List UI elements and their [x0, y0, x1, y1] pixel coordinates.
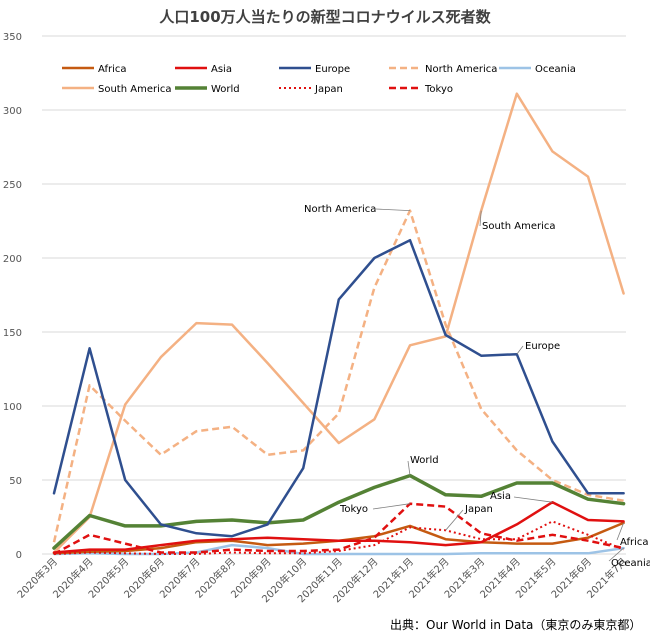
series-layer	[52, 92, 626, 556]
grid-layer	[42, 35, 626, 555]
series-line-south-america	[52, 92, 625, 554]
annotation-leader	[372, 503, 411, 510]
annotation-leader	[407, 460, 411, 476]
annotation-label: Oceania	[611, 558, 650, 569]
annotation-leader	[445, 509, 464, 531]
legend-label: World	[211, 84, 240, 95]
y-tick-label: 350	[3, 32, 22, 43]
series-line-tokyo	[53, 502, 624, 556]
annotation-label: South America	[482, 221, 556, 232]
legend-label: Tokyo	[424, 84, 453, 95]
y-tick-label: 250	[3, 180, 22, 191]
series-line-north-america	[52, 209, 624, 543]
y-tick-label: 0	[16, 550, 22, 561]
legend-label: Europe	[315, 64, 350, 75]
legend-label: North America	[425, 64, 497, 75]
y-tick-label: 50	[9, 476, 22, 487]
annotation-leader	[479, 210, 482, 227]
chart-source: 出典：Our World in Data（東京のみ東京都）	[390, 618, 642, 632]
legend-label: Asia	[211, 64, 232, 75]
series-line-oceania	[52, 543, 625, 556]
legend: Africa Asia Europe North America Oceania Sout…	[62, 64, 576, 95]
legend-label: Africa	[98, 64, 127, 75]
annotation-label: North America	[304, 204, 376, 215]
series-line-asia	[52, 500, 625, 554]
annotation-label: Europe	[525, 341, 560, 352]
legend-label: Oceania	[535, 64, 576, 75]
y-tick-label: 200	[3, 254, 22, 265]
annotation-label: Africa	[620, 537, 649, 548]
legend-label: Japan	[314, 84, 343, 95]
annotation-leader	[513, 496, 553, 503]
annotation-label: World	[410, 455, 439, 466]
series-line-world	[52, 473, 626, 550]
annotation-label: Tokyo	[339, 504, 368, 515]
legend-label: South America	[98, 84, 172, 95]
y-tick-label: 100	[3, 402, 22, 413]
series-line-europe	[52, 238, 625, 538]
annotation-leader	[375, 208, 411, 212]
annotation-layer: North America South America Europe World Tok…	[304, 204, 650, 569]
annotation-label: Asia	[490, 491, 511, 502]
annotation-label: Japan	[464, 504, 493, 515]
y-tick-label: 300	[3, 106, 22, 117]
chart-title: 人口100万人当たりの新型コロナウイルス死者数	[159, 8, 491, 26]
y-tick-label: 150	[3, 328, 22, 339]
annotation-leader	[608, 547, 624, 562]
annotation-leader	[516, 345, 524, 355]
annotation-leader	[616, 522, 624, 541]
